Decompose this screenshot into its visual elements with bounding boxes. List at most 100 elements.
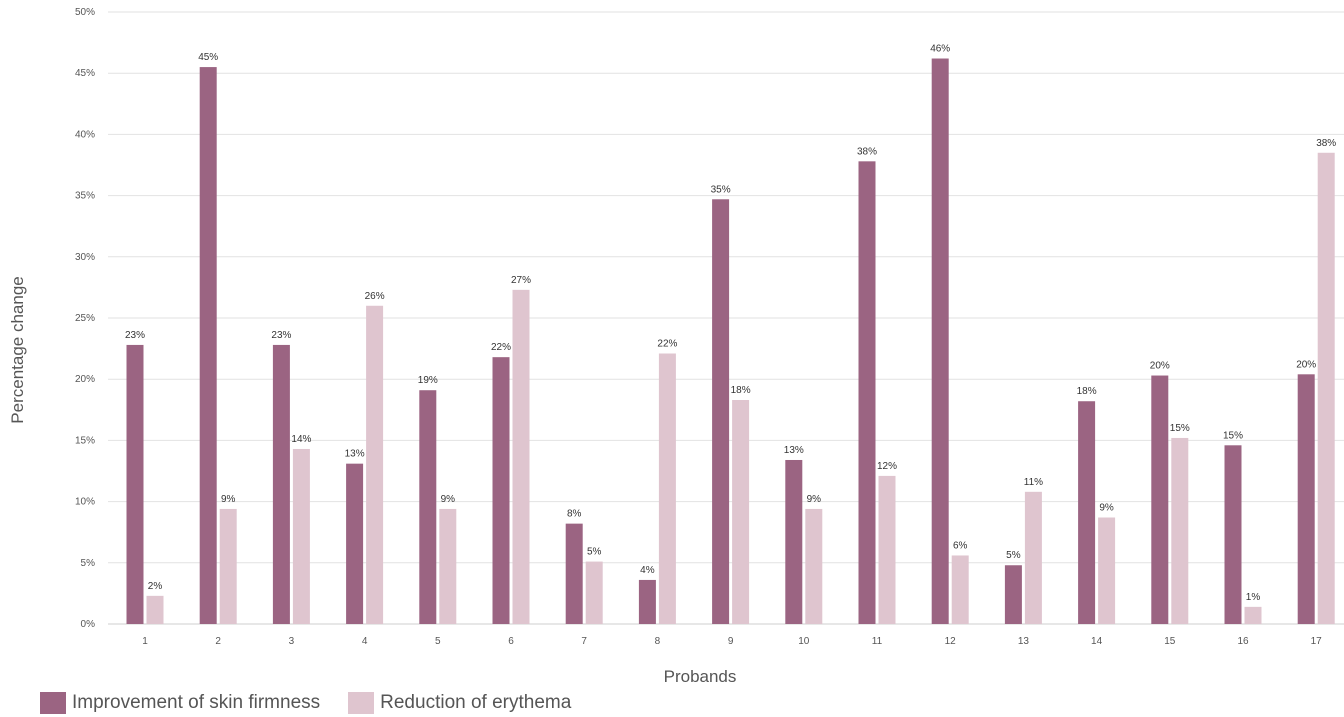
data-label: 14% bbox=[291, 434, 311, 445]
legend-swatch-erythema bbox=[348, 692, 375, 714]
legend-label-erythema: Reduction of erythema bbox=[380, 692, 572, 713]
bar-erythema bbox=[292, 448, 310, 624]
data-label: 2% bbox=[148, 581, 163, 592]
x-tick-label: 12 bbox=[945, 636, 957, 647]
data-label: 1% bbox=[1246, 592, 1261, 603]
bar-firmness bbox=[1224, 445, 1242, 624]
data-label: 9% bbox=[807, 494, 822, 505]
data-label: 26% bbox=[365, 291, 385, 302]
data-label: 38% bbox=[857, 146, 877, 157]
x-axis-title: Probands bbox=[664, 667, 737, 686]
bars bbox=[126, 58, 1335, 624]
bar-firmness bbox=[931, 58, 949, 624]
data-label: 12% bbox=[877, 461, 897, 472]
x-tick-label: 4 bbox=[362, 636, 368, 647]
legend: Improvement of skin firmness Reduction o… bbox=[40, 692, 599, 714]
x-tick-label: 2 bbox=[215, 636, 221, 647]
data-label: 20% bbox=[1150, 361, 1170, 372]
y-tick-label: 0% bbox=[81, 619, 96, 630]
bar-firmness bbox=[272, 344, 290, 624]
bar-firmness bbox=[1151, 375, 1169, 624]
data-label: 5% bbox=[1006, 550, 1021, 561]
bar-erythema bbox=[1244, 606, 1262, 624]
y-axis-ticks: 0% 5% 10% 15% 20% 25% 30% 35% 40% 45% 50% bbox=[75, 7, 95, 630]
data-label: 18% bbox=[731, 385, 751, 396]
y-axis-title: Percentage change bbox=[8, 276, 27, 423]
x-tick-label: 10 bbox=[798, 636, 810, 647]
x-axis-ticks: 1 2 3 4 5 6 7 8 9 10 11 12 13 14 15 16 17 bbox=[142, 636, 1322, 647]
bar-erythema bbox=[878, 475, 896, 624]
bar-erythema bbox=[585, 561, 603, 624]
bar-erythema bbox=[1024, 491, 1042, 624]
data-label: 45% bbox=[198, 52, 218, 63]
x-tick-label: 16 bbox=[1237, 636, 1249, 647]
data-label: 22% bbox=[657, 338, 677, 349]
data-label: 46% bbox=[930, 44, 950, 55]
x-tick-label: 11 bbox=[872, 636, 883, 647]
bar-firmness bbox=[1078, 401, 1096, 624]
data-label: 13% bbox=[345, 449, 365, 460]
bar-firmness bbox=[638, 579, 656, 624]
data-label: 19% bbox=[418, 375, 438, 386]
bar-erythema bbox=[512, 289, 530, 624]
legend-item-firmness: Improvement of skin firmness bbox=[40, 692, 320, 714]
data-label: 38% bbox=[1316, 138, 1336, 149]
y-tick-label: 15% bbox=[75, 435, 95, 446]
bar-firmness bbox=[419, 390, 437, 624]
bar-erythema bbox=[1098, 517, 1116, 624]
bar-erythema bbox=[146, 595, 164, 624]
bar-erythema bbox=[219, 508, 237, 624]
bar-erythema bbox=[1171, 437, 1189, 624]
x-tick-label: 7 bbox=[581, 636, 587, 647]
bar-erythema bbox=[732, 400, 750, 624]
y-tick-label: 5% bbox=[81, 558, 96, 569]
bar-firmness bbox=[565, 523, 583, 624]
y-tick-label: 25% bbox=[75, 313, 95, 324]
bar-firmness bbox=[346, 463, 364, 624]
bar-firmness bbox=[199, 67, 217, 624]
bar-firmness bbox=[1297, 374, 1315, 624]
x-tick-label: 17 bbox=[1311, 636, 1323, 647]
data-labels: 23% 2% 45% 9% 23% 14% 13% 26% 19% 9% 22% 27% 8% 5% 4% 2… bbox=[125, 44, 1336, 603]
data-label: 13% bbox=[784, 445, 804, 456]
x-tick-label: 3 bbox=[289, 636, 295, 647]
data-label: 22% bbox=[491, 342, 511, 353]
x-tick-label: 5 bbox=[435, 636, 441, 647]
bar-firmness bbox=[126, 344, 144, 624]
data-label: 4% bbox=[640, 565, 655, 576]
data-label: 15% bbox=[1170, 423, 1190, 434]
data-label: 9% bbox=[1099, 503, 1114, 514]
data-label: 5% bbox=[587, 547, 602, 558]
legend-label-firmness: Improvement of skin firmness bbox=[72, 692, 321, 713]
data-label: 6% bbox=[953, 540, 968, 551]
legend-swatch-firmness bbox=[40, 692, 66, 714]
y-tick-label: 10% bbox=[75, 497, 95, 508]
data-label: 23% bbox=[125, 330, 145, 341]
x-tick-label: 15 bbox=[1164, 636, 1176, 647]
data-label: 8% bbox=[567, 509, 582, 520]
bar-firmness bbox=[785, 459, 803, 624]
data-label: 23% bbox=[271, 330, 291, 341]
bar-firmness bbox=[712, 199, 730, 624]
bar-erythema bbox=[805, 508, 823, 624]
x-tick-label: 9 bbox=[728, 636, 734, 647]
y-tick-label: 30% bbox=[75, 252, 95, 263]
x-tick-label: 14 bbox=[1091, 636, 1103, 647]
y-tick-label: 35% bbox=[75, 191, 95, 202]
bar-firmness bbox=[858, 161, 876, 624]
legend-item-erythema: Reduction of erythema bbox=[348, 692, 571, 714]
y-tick-label: 50% bbox=[75, 7, 95, 18]
bar-erythema bbox=[951, 555, 969, 624]
x-tick-label: 13 bbox=[1018, 636, 1030, 647]
bar-erythema bbox=[366, 305, 384, 624]
bar-erythema bbox=[1317, 152, 1335, 624]
bar-firmness bbox=[492, 357, 510, 624]
x-tick-label: 1 bbox=[142, 636, 148, 647]
y-tick-label: 45% bbox=[75, 68, 95, 79]
bar-chart: 0%5%10%15%20%25%30%35%40%45%50% 23%2%45%… bbox=[8, 7, 1344, 686]
y-tick-label: 40% bbox=[75, 129, 95, 140]
x-tick-label: 6 bbox=[508, 636, 514, 647]
data-label: 11% bbox=[1024, 477, 1043, 488]
bar-erythema bbox=[658, 353, 676, 624]
data-label: 9% bbox=[221, 494, 236, 505]
